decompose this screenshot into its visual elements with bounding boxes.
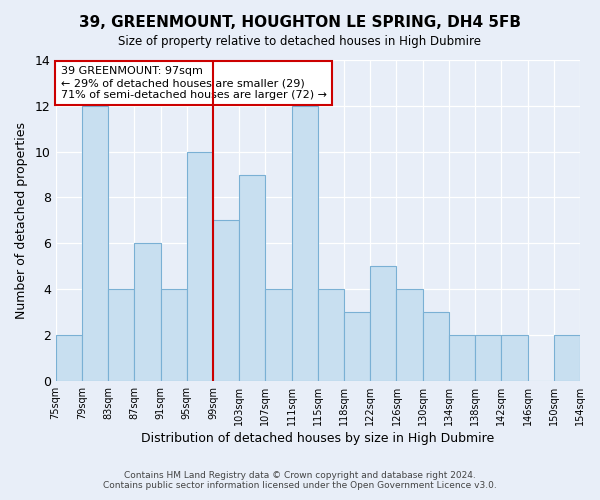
Bar [292,106,318,381]
Bar [370,266,397,381]
Bar [82,106,108,381]
Text: Contains HM Land Registry data © Crown copyright and database right 2024.
Contai: Contains HM Land Registry data © Crown c… [103,470,497,490]
Bar [134,244,161,381]
Bar [344,312,370,381]
Bar [502,335,527,381]
Bar [187,152,213,381]
Bar [108,289,134,381]
Bar [475,335,502,381]
Y-axis label: Number of detached properties: Number of detached properties [15,122,28,319]
Text: 39 GREENMOUNT: 97sqm
← 29% of detached houses are smaller (29)
71% of semi-detac: 39 GREENMOUNT: 97sqm ← 29% of detached h… [61,66,327,100]
Bar [265,289,292,381]
Text: Size of property relative to detached houses in High Dubmire: Size of property relative to detached ho… [119,35,482,48]
Bar [213,220,239,381]
Bar [423,312,449,381]
Bar [397,289,423,381]
Bar [239,174,265,381]
Bar [318,289,344,381]
Bar [449,335,475,381]
X-axis label: Distribution of detached houses by size in High Dubmire: Distribution of detached houses by size … [141,432,494,445]
Bar [161,289,187,381]
Bar [56,335,82,381]
Text: 39, GREENMOUNT, HOUGHTON LE SPRING, DH4 5FB: 39, GREENMOUNT, HOUGHTON LE SPRING, DH4 … [79,15,521,30]
Bar [554,335,580,381]
